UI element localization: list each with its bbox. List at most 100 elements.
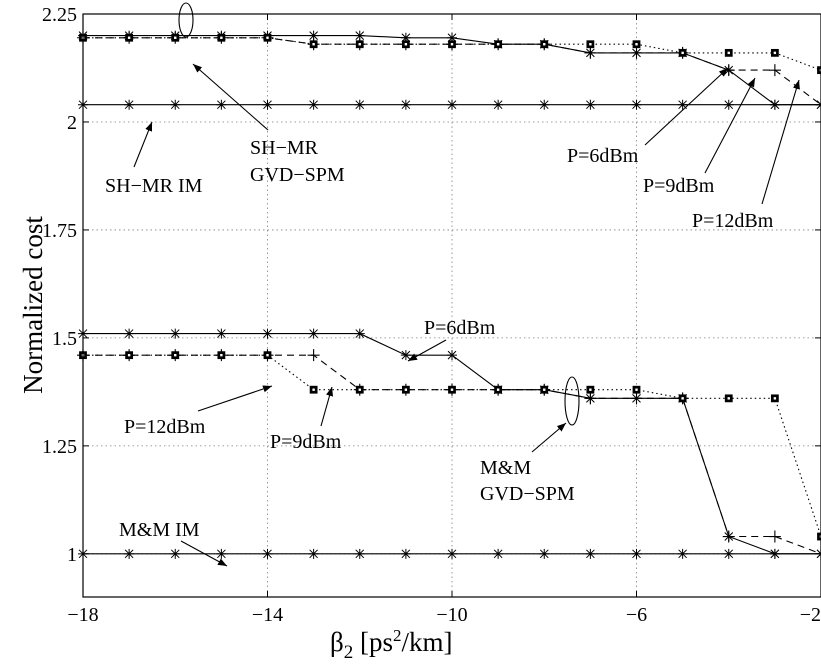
y-tick-label: 1.5 [52, 328, 77, 350]
data-point [768, 64, 781, 77]
data-point [723, 548, 734, 559]
data-point-inner [635, 388, 638, 391]
data-point-inner [496, 388, 500, 391]
data-point-inner [450, 388, 454, 391]
data-point [400, 32, 411, 43]
data-point [447, 350, 457, 361]
mm-gvd-ellipse [564, 376, 580, 426]
mm-gvd-label-2: GVD−SPM [480, 483, 575, 505]
y-tick-label: 2 [67, 112, 77, 134]
data-point-inner [220, 36, 223, 39]
data-point [493, 548, 504, 559]
data-point [447, 99, 457, 110]
mm-gvd-label-1: M&M [480, 457, 531, 479]
data-point [539, 548, 550, 559]
data-point [170, 328, 181, 339]
data-point [584, 46, 597, 59]
data-point-inner [589, 388, 592, 391]
data-point [493, 99, 504, 110]
data-point [216, 548, 227, 559]
data-point [262, 99, 273, 110]
data-point-inner [266, 353, 269, 357]
data-point [307, 349, 320, 362]
data-point [170, 548, 181, 559]
data-point-inner [681, 51, 684, 55]
mm-p9-arrow [320, 386, 334, 427]
data-point [585, 548, 596, 559]
x-tick-label: −6 [626, 604, 647, 626]
sh-gvd-arrow [192, 63, 269, 131]
data-point-inner [220, 353, 223, 357]
ticks: −18 −14 −10 −6 −2 1 1.25 1.5 1.75 2 2.25 [42, 4, 821, 626]
mm-p12-arrow [197, 385, 273, 412]
data-point-inner [174, 353, 177, 357]
sh-p6-arrow [644, 67, 729, 146]
data-point [354, 99, 365, 110]
mm-p9-label: P=9dBm [270, 431, 342, 453]
data-point-inner [358, 388, 361, 391]
data-point [262, 548, 273, 559]
x-axis-label: β2 [ps2/km] [330, 626, 453, 663]
data-point [354, 328, 365, 339]
data-point-inner [773, 397, 777, 400]
x-tick-label: −18 [67, 604, 98, 626]
y-tick-label: 1 [67, 544, 77, 566]
data-point [447, 32, 457, 43]
x-tick-label: −10 [436, 604, 467, 626]
data-point-inner [312, 388, 315, 391]
data-point [769, 548, 780, 559]
data-point-inner [358, 43, 361, 46]
sh-p9-arrow [704, 77, 756, 174]
data-point [539, 99, 550, 110]
data-point [817, 532, 821, 541]
data-point [631, 548, 642, 559]
series-group [77, 30, 821, 560]
data-point [124, 99, 135, 110]
data-point [400, 350, 411, 361]
data-point [584, 392, 597, 405]
data-point-inner [450, 43, 454, 46]
mm-gvd-arrow [531, 422, 567, 453]
data-point-inner [174, 36, 177, 39]
data-point [216, 328, 227, 339]
data-point [585, 99, 596, 110]
data-point-inner [727, 51, 730, 55]
series-line [83, 37, 821, 106]
data-point-inner [543, 388, 546, 391]
data-point [124, 328, 135, 339]
data-point [400, 99, 411, 110]
data-point [216, 99, 227, 110]
data-point [170, 99, 181, 110]
data-point [354, 548, 365, 559]
data-point-inner [589, 43, 592, 46]
data-point [308, 99, 319, 110]
data-point-inner [635, 43, 638, 46]
series-line [83, 354, 821, 555]
sh-gvd-label-1: SH−MR [250, 137, 319, 159]
data-point-inner [681, 397, 684, 400]
data-point-inner [404, 388, 408, 391]
mm-im-label: M&M IM [119, 519, 200, 541]
data-point [630, 46, 643, 59]
x-tick-label: −14 [252, 604, 283, 626]
mm-im-arrow [180, 540, 228, 567]
data-point-inner [127, 353, 131, 357]
data-point [722, 530, 735, 543]
data-point-inner [127, 36, 131, 39]
data-point [124, 548, 135, 559]
data-point [308, 30, 319, 41]
sh-p12-arrow [761, 79, 800, 205]
y-axis-label: Normalized cost [18, 216, 48, 394]
mm-p6-label: P=6dBm [424, 317, 496, 339]
data-point [769, 99, 780, 110]
sh-gvd-ellipse [178, 2, 194, 38]
sh-im-arrow [133, 121, 153, 168]
data-point [400, 548, 411, 559]
y-tick-label: 1.75 [42, 220, 77, 242]
sh-gvd-label-2: GVD−SPM [250, 164, 345, 186]
data-point-inner [312, 43, 315, 46]
data-point [354, 30, 365, 41]
data-point [815, 98, 821, 111]
sh-im-label: SH−MR IM [105, 175, 203, 197]
